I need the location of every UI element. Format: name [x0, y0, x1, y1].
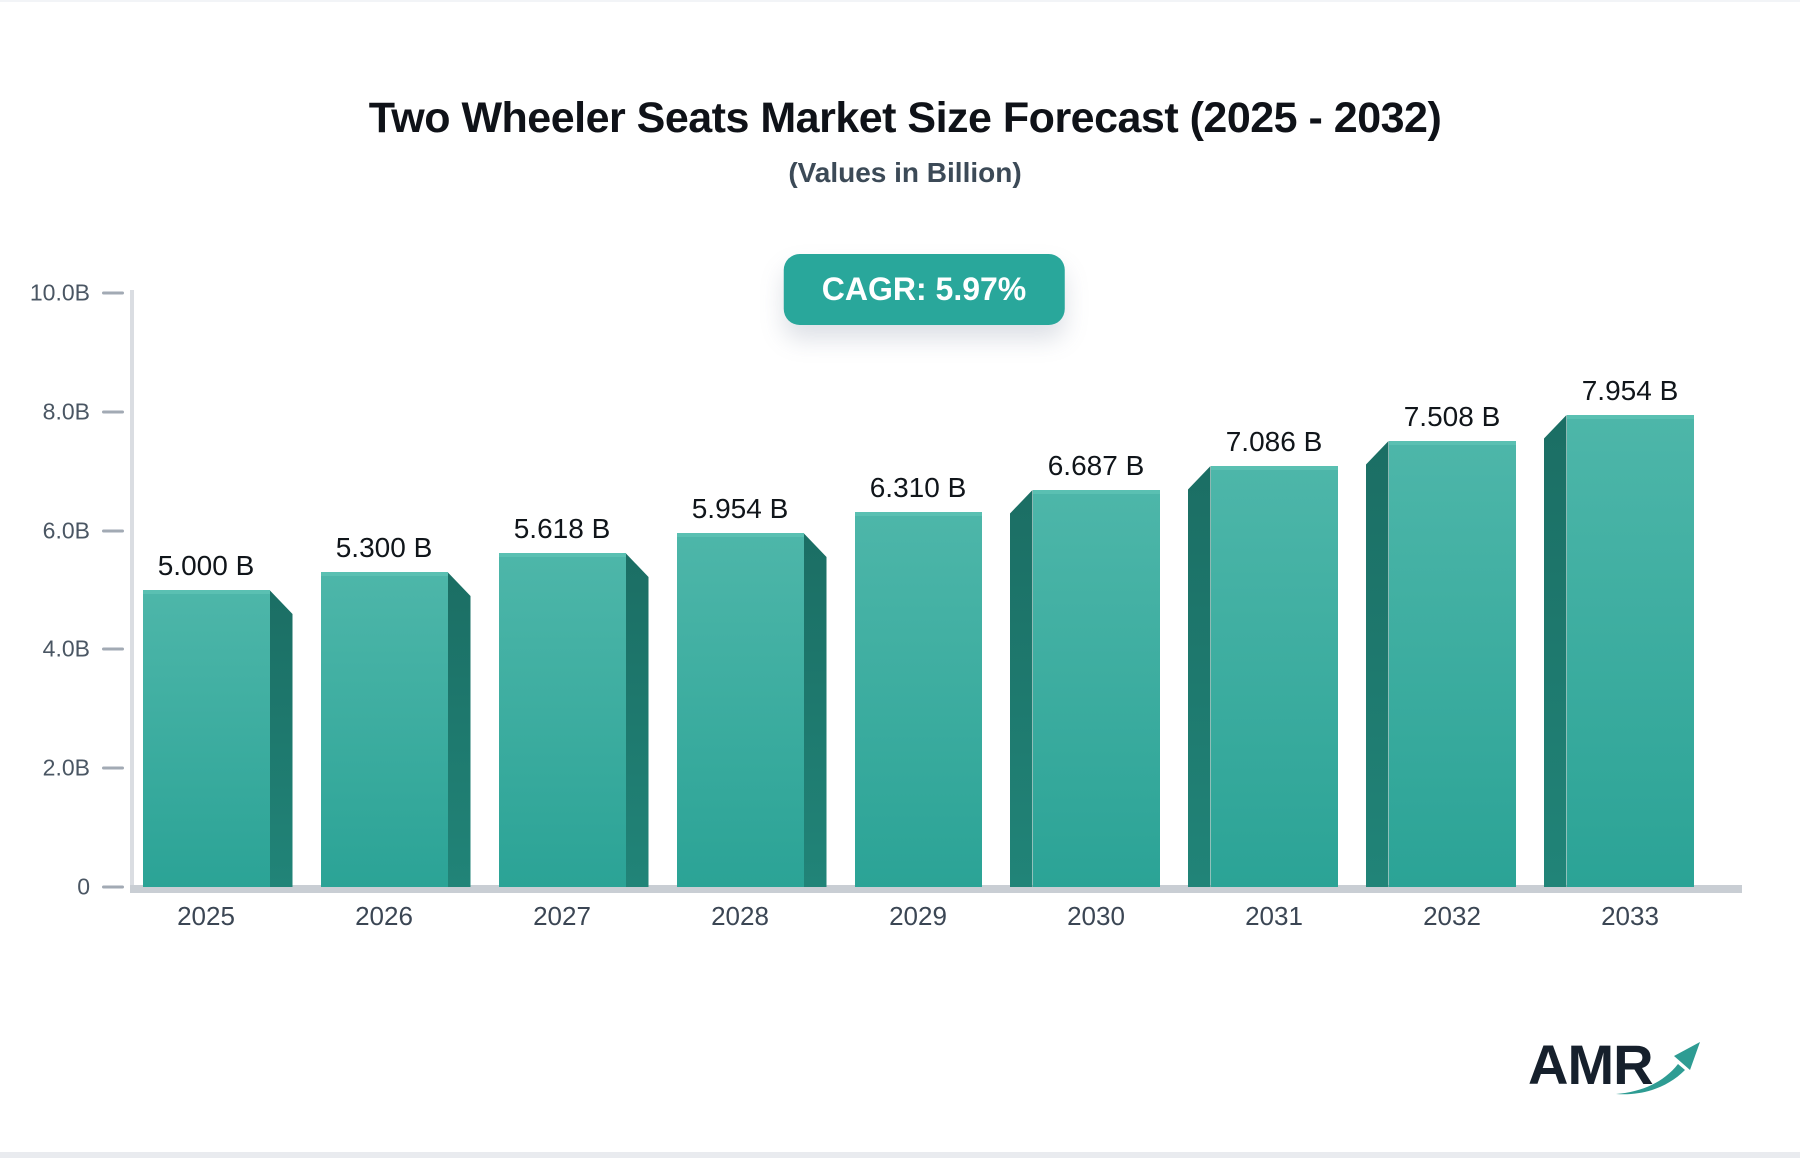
bar-side-2030: [1009, 490, 1033, 887]
x-axis-label-2027: 2027: [533, 901, 591, 931]
y-axis-tick-label: 8.0B: [42, 398, 90, 425]
y-axis-tick-mark: [102, 529, 124, 533]
bar-2029: [854, 512, 982, 887]
x-axis-label-2032: 2032: [1423, 901, 1481, 931]
bar-value-label-2032: 7.508 B: [1403, 401, 1501, 432]
y-axis-tick-label: 10.0B: [29, 279, 90, 306]
chart-header: Two Wheeler Seats Market Size Forecast (…: [0, 94, 1800, 189]
bar-value-label-2028: 5.954 B: [691, 493, 789, 524]
cagr-badge: CAGR: 5.97%: [783, 254, 1065, 325]
bar-value-label-2030: 6.687 B: [1047, 450, 1145, 481]
amr-logo: AMR: [1528, 1032, 1708, 1112]
y-axis-tick-label: 0: [77, 873, 90, 900]
bar-side-2027: [625, 553, 649, 887]
y-axis-line: [130, 290, 134, 891]
y-axis-tick-mark: [102, 885, 124, 889]
y-axis-tick-label: 4.0B: [42, 635, 90, 662]
y-axis-tick-mark: [102, 410, 124, 414]
bar-side-2031: [1187, 466, 1211, 887]
bottom-border: [0, 1152, 1800, 1158]
bar-value-label-2033: 7.954 B: [1581, 375, 1679, 406]
bar-side-2028: [803, 533, 827, 887]
y-axis-tick-mark: [102, 647, 124, 651]
growth-arrow-icon: [1616, 1042, 1700, 1095]
bar-2026: [320, 572, 448, 887]
bar-2031: [1210, 466, 1338, 887]
cagr-badge-label: CAGR: 5.97%: [821, 271, 1027, 307]
x-axis-label-2029: 2029: [889, 901, 947, 931]
bar-2025: [142, 590, 270, 887]
amr-logo-text: AMR: [1528, 1033, 1654, 1096]
x-axis-label-2031: 2031: [1245, 901, 1303, 931]
bar-value-label-2029: 6.310 B: [869, 472, 967, 503]
x-axis-label-2026: 2026: [355, 901, 413, 931]
bar-side-2025: [269, 590, 293, 887]
y-axis-tick-mark: [102, 291, 124, 295]
bar-2027: [498, 553, 626, 887]
chart-title: Two Wheeler Seats Market Size Forecast (…: [368, 94, 1442, 142]
x-axis-label-2033: 2033: [1601, 901, 1659, 931]
x-axis-baseline: [130, 885, 1742, 893]
x-axis-label-2025: 2025: [177, 901, 235, 931]
chart-subtitle: (Values in Billion): [788, 157, 1022, 188]
bar-value-label-2031: 7.086 B: [1225, 426, 1323, 457]
bar-side-2026: [447, 572, 471, 887]
bar-value-label-2027: 5.618 B: [513, 513, 611, 544]
bar-side-2032: [1365, 441, 1389, 887]
x-axis-label-2030: 2030: [1067, 901, 1125, 931]
bar-2030: [1032, 490, 1160, 887]
x-axis-label-2028: 2028: [711, 901, 769, 931]
bar-side-2033: [1543, 415, 1567, 887]
bar-value-label-2026: 5.300 B: [335, 532, 433, 563]
y-axis-tick-label: 2.0B: [42, 754, 90, 781]
y-axis-tick-label: 6.0B: [42, 517, 90, 544]
bar-2032: [1388, 441, 1516, 887]
y-axis-tick-mark: [102, 766, 124, 770]
bar-value-label-2025: 5.000 B: [157, 550, 255, 581]
bar-2028: [676, 533, 804, 887]
bar-2033: [1566, 415, 1694, 887]
